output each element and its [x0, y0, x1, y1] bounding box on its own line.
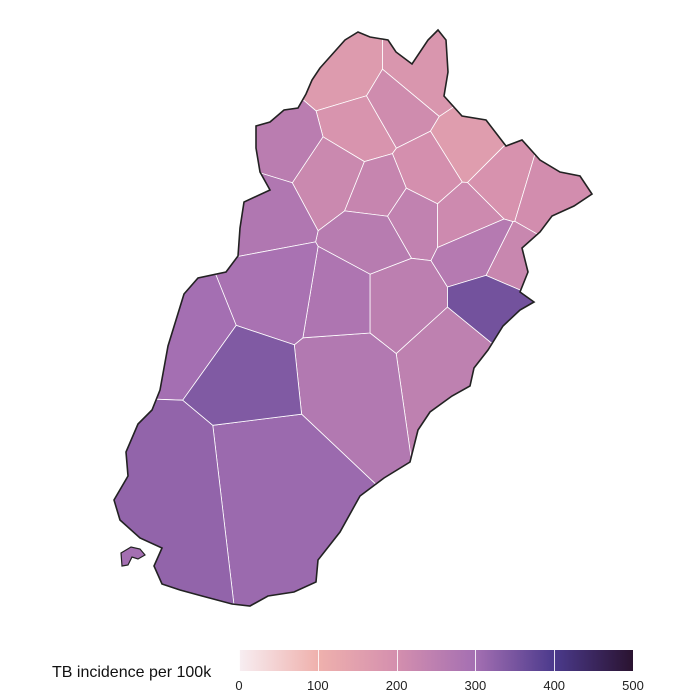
district-region	[447, 274, 592, 515]
legend-tick-label: 400	[543, 678, 566, 693]
legend-tick-mark	[396, 650, 398, 671]
district-region	[185, 30, 383, 112]
legend-tick-mark	[239, 650, 240, 671]
legend-tick-mark	[633, 650, 634, 671]
province-map	[113, 28, 594, 607]
district-region	[395, 306, 592, 606]
legend-title: TB incidence per 100k	[52, 664, 212, 681]
legend-tick-label: 200	[385, 678, 408, 693]
district-region	[366, 68, 440, 149]
legend-tick-mark	[475, 650, 477, 671]
legend-tick-mark	[554, 650, 556, 671]
legend-tick-mark	[317, 650, 319, 671]
legend-tick-label: 0	[235, 678, 243, 693]
legend-tick-label: 500	[622, 678, 644, 693]
island-district	[120, 546, 146, 567]
province-outline	[113, 28, 594, 607]
district-region	[114, 395, 239, 606]
district-region	[182, 324, 303, 426]
legend-colorbar	[239, 650, 633, 671]
legend-tick-label: 300	[464, 678, 487, 693]
legend-tick-label: 100	[306, 678, 329, 693]
legend: TB incidence per 100k 0 100 200 300 400 500	[0, 640, 700, 700]
district-region	[514, 30, 592, 328]
district-region	[114, 30, 324, 184]
